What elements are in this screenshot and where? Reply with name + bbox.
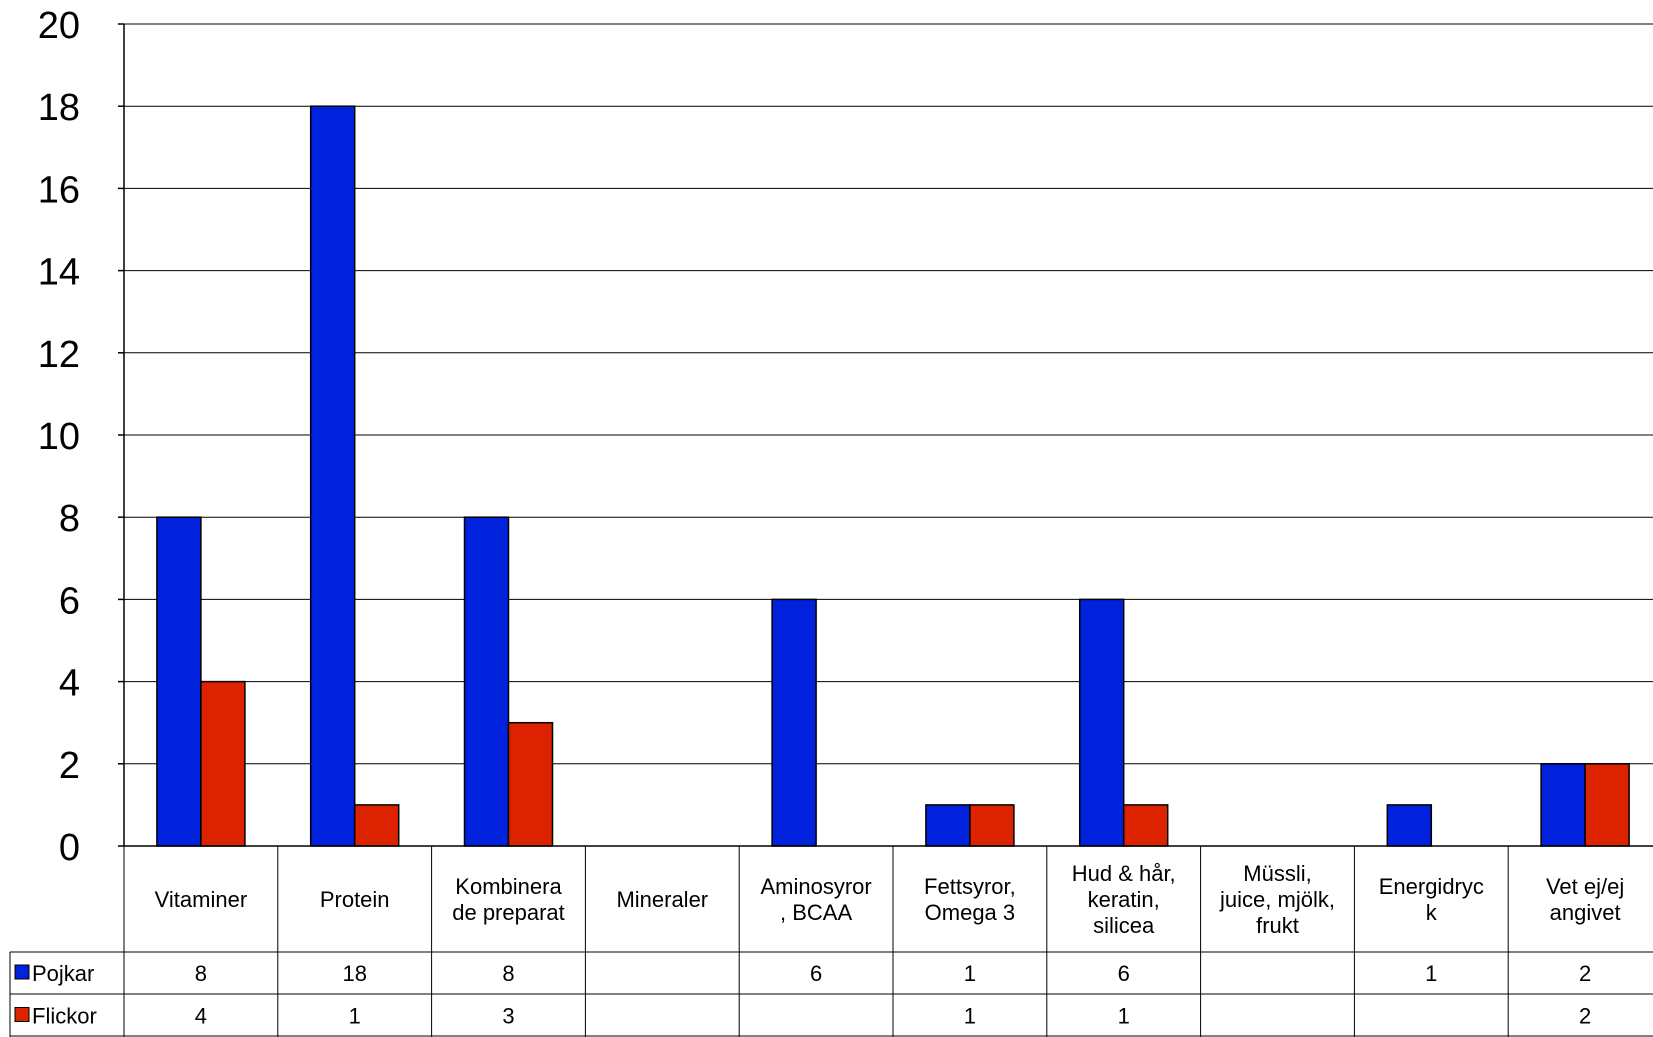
category-label: Mineraler bbox=[616, 887, 708, 912]
category-label-line: frukt bbox=[1256, 913, 1299, 938]
bar-pojkar bbox=[463, 516, 510, 847]
category-label: Energidryc k bbox=[1379, 874, 1484, 925]
bar-flickor bbox=[200, 680, 246, 847]
table-value: 4 bbox=[195, 1004, 207, 1029]
legend-swatch-pojkar bbox=[14, 964, 30, 980]
table-value: 3 bbox=[502, 1004, 514, 1029]
category-label-line: Omega 3 bbox=[925, 900, 1016, 925]
axes bbox=[118, 23, 1653, 847]
bar-pojkar bbox=[309, 105, 356, 847]
category-label-line: , BCAA bbox=[780, 900, 852, 925]
category-label: Aminosyror, BCAA bbox=[760, 874, 871, 925]
gridlines bbox=[124, 23, 1653, 765]
table-value: 2 bbox=[1579, 961, 1591, 986]
bar-pojkar bbox=[1540, 763, 1586, 847]
table-value: 6 bbox=[1118, 961, 1130, 986]
table-value: 1 bbox=[349, 1004, 361, 1029]
table-value: 18 bbox=[342, 961, 366, 986]
y-tick-label: 4 bbox=[59, 663, 80, 705]
bar-flickor bbox=[353, 804, 400, 847]
table-value: 1 bbox=[964, 1004, 976, 1029]
y-tick-label: 18 bbox=[38, 87, 80, 129]
y-tick-label: 8 bbox=[59, 498, 80, 540]
category-label-line: Hud & hår, bbox=[1072, 861, 1176, 886]
table-value: 1 bbox=[1425, 961, 1437, 986]
category-label: Vitaminer bbox=[155, 887, 248, 912]
y-tick-label: 10 bbox=[38, 416, 80, 458]
category-label-line: Vitaminer bbox=[155, 887, 248, 912]
bar-pojkar bbox=[771, 598, 817, 847]
y-tick-label: 0 bbox=[59, 827, 80, 869]
category-label-line: Aminosyror bbox=[760, 874, 871, 899]
table-value: 8 bbox=[195, 961, 207, 986]
category-label: Protein bbox=[320, 887, 390, 912]
legend-label: Pojkar bbox=[32, 961, 94, 986]
table-value: 6 bbox=[810, 961, 822, 986]
y-tick-label: 2 bbox=[59, 745, 80, 787]
y-tick-label: 20 bbox=[38, 5, 80, 47]
category-label-line: juice, mjölk, bbox=[1219, 887, 1335, 912]
category-label-line: Fettsyror, bbox=[924, 874, 1016, 899]
legend-label: Flickor bbox=[32, 1004, 97, 1029]
category-label: Kombinera de preparat bbox=[452, 874, 565, 925]
y-tick-label: 14 bbox=[38, 252, 80, 294]
table-value: 1 bbox=[964, 961, 976, 986]
bar-flickor bbox=[507, 721, 554, 847]
category-label: Fettsyror, Omega 3 bbox=[924, 874, 1016, 925]
category-label-line: Kombinera bbox=[455, 874, 562, 899]
bar-flickor bbox=[1584, 763, 1630, 847]
bar-pojkar bbox=[156, 516, 202, 847]
table-value: 8 bbox=[502, 961, 514, 986]
category-label-line: Energidryc bbox=[1379, 874, 1484, 899]
bar-pojkar bbox=[925, 804, 971, 847]
bar-pojkar bbox=[1386, 804, 1433, 847]
category-label: Hud & hår, keratin, silicea bbox=[1072, 861, 1176, 938]
category-label-line: angivet bbox=[1550, 900, 1621, 925]
category-label-line: silicea bbox=[1093, 913, 1155, 938]
y-axis-tick-labels: 0 2 4 6 8 10 12 14 16 18 20 bbox=[38, 5, 80, 869]
legend-swatch-flickor bbox=[14, 1007, 30, 1022]
bars bbox=[156, 105, 1630, 847]
y-tick-label: 16 bbox=[38, 169, 80, 211]
table-value: 1 bbox=[1118, 1004, 1130, 1029]
category-label: Müssli, juice, mjölk, frukt bbox=[1219, 861, 1335, 938]
category-label-line: Mineraler bbox=[616, 887, 708, 912]
bar-flickor bbox=[969, 804, 1015, 847]
bar-pojkar bbox=[1078, 598, 1125, 847]
category-label-line: k bbox=[1426, 900, 1438, 925]
category-label-line: Müssli, bbox=[1243, 861, 1311, 886]
y-tick-label: 6 bbox=[59, 580, 80, 622]
table-value: 2 bbox=[1579, 1004, 1591, 1029]
category-label-line: Protein bbox=[320, 887, 390, 912]
category-label: Vet ej/ej angivet bbox=[1546, 874, 1624, 925]
category-label-line: de preparat bbox=[452, 900, 565, 925]
bar-flickor bbox=[1122, 804, 1169, 847]
data-table: Vitaminer Protein Kombinera de preparat Mine… bbox=[9, 846, 1653, 1037]
y-tick-label: 12 bbox=[38, 334, 80, 376]
category-label-line: Vet ej/ej bbox=[1546, 874, 1624, 899]
category-label-line: keratin, bbox=[1088, 887, 1160, 912]
